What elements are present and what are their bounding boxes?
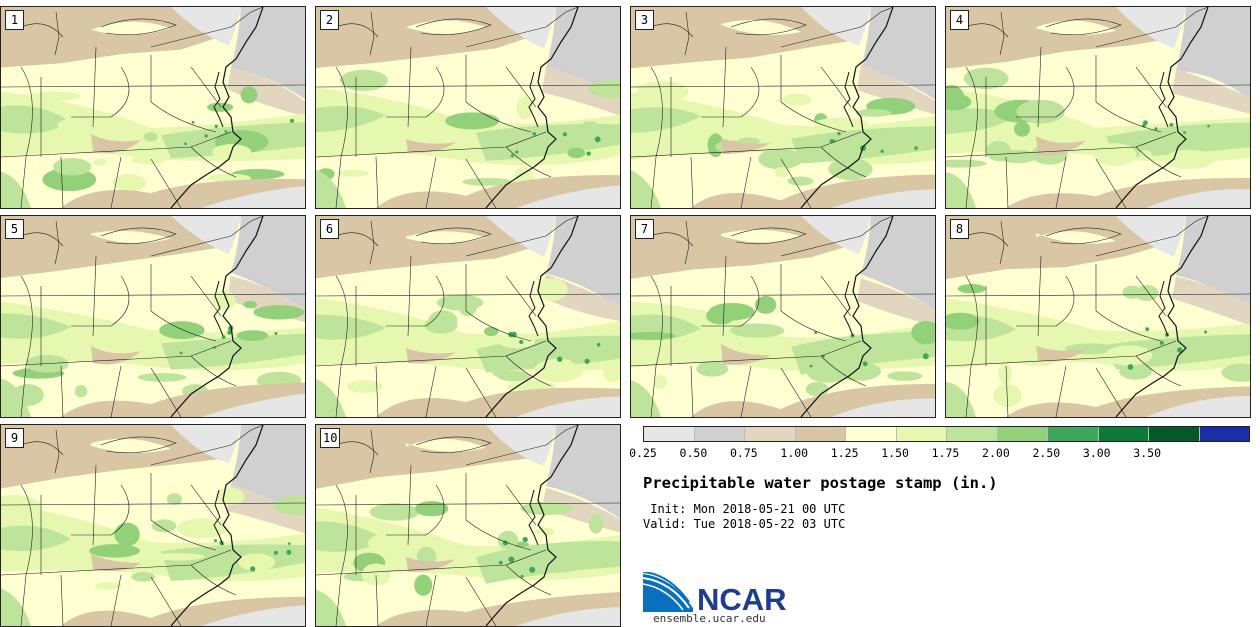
colorbar-tick-label: 1.50 — [881, 446, 909, 460]
postage-stamp-map: 1 — [0, 6, 306, 209]
colorbar-swatch — [1048, 427, 1099, 441]
member-label: 1 — [5, 10, 24, 30]
postage-stamp-map: 7 — [630, 215, 936, 418]
chart-title: Precipitable water postage stamp (in.) — [643, 474, 998, 492]
member-label: 5 — [5, 219, 24, 239]
postage-stamp-map: 10 — [315, 424, 621, 627]
colorbar-swatch — [1149, 427, 1200, 441]
postage-stamp-map: 9 — [0, 424, 306, 627]
member-label: 8 — [950, 219, 969, 239]
colorbar-swatch — [694, 427, 745, 441]
colorbar-tick-label: 1.00 — [780, 446, 809, 460]
colorbar-swatch — [896, 427, 947, 441]
colorbar-swatch — [795, 427, 846, 441]
colorbar-swatch — [997, 427, 1048, 441]
logo-text: NCAR — [697, 582, 787, 616]
member-label: 3 — [635, 10, 654, 30]
valid-time: Valid: Tue 2018-05-22 03 UTC — [643, 517, 846, 531]
postage-stamp-map: 4 — [945, 6, 1251, 209]
colorbar-swatch — [1199, 427, 1249, 441]
colorbar-tick-label: 1.75 — [931, 446, 960, 460]
member-label: 7 — [635, 219, 654, 239]
precipitable-water-colorbar — [643, 426, 1250, 442]
init-time: Init: Mon 2018-05-21 00 UTC — [643, 502, 846, 516]
colorbar-swatch — [644, 427, 695, 441]
colorbar-swatch — [1098, 427, 1149, 441]
ncar-logo: NCAR — [642, 571, 793, 617]
postage-stamp-map: 5 — [0, 215, 306, 418]
postage-stamp-map: 2 — [315, 6, 621, 209]
colorbar-swatch — [745, 427, 796, 441]
postage-stamp-map: 3 — [630, 6, 936, 209]
colorbar-tick-label: 1.25 — [830, 446, 859, 460]
colorbar-swatch — [846, 427, 897, 441]
member-label: 9 — [5, 428, 24, 448]
colorbar-tick-label: 0.75 — [729, 446, 758, 460]
logo-url: ensemble.ucar.edu — [653, 612, 766, 625]
member-label: 6 — [320, 219, 339, 239]
postage-stamp-map: 8 — [945, 215, 1251, 418]
colorbar-tick-label: 2.50 — [1032, 446, 1061, 460]
member-label: 10 — [320, 428, 341, 448]
colorbar-tick-label: 3.00 — [1082, 446, 1111, 460]
colorbar-tick-label: 3.50 — [1133, 446, 1162, 460]
colorbar-tick-label: 0.25 — [629, 446, 657, 460]
colorbar-swatch — [947, 427, 998, 441]
colorbar-tick-label: 0.50 — [679, 446, 708, 460]
postage-stamp-map: 6 — [315, 215, 621, 418]
member-label: 4 — [950, 10, 969, 30]
member-label: 2 — [320, 10, 339, 30]
colorbar-tick-label: 2.00 — [982, 446, 1010, 460]
